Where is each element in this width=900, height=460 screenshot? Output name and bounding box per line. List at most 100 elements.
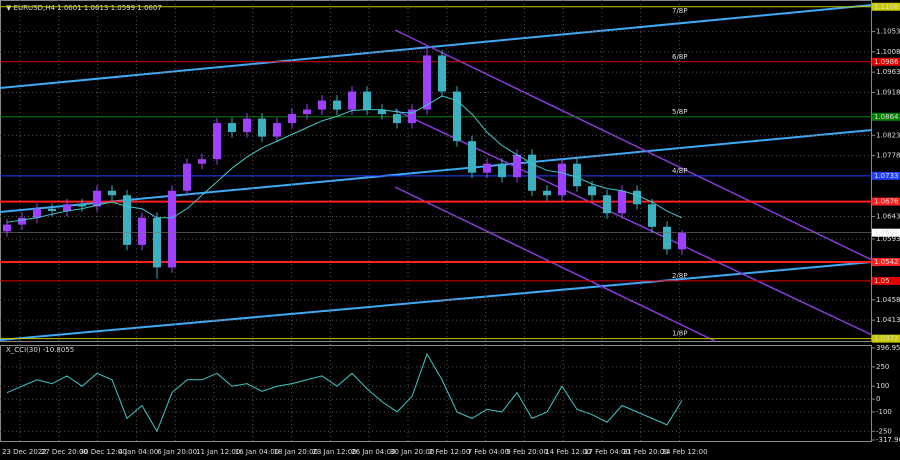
main-frame bbox=[0, 0, 872, 342]
candle-body bbox=[273, 123, 281, 137]
candle-body bbox=[648, 204, 656, 227]
candle-body bbox=[438, 55, 446, 92]
x-tick-label: 11 Jan 12:00 bbox=[196, 448, 240, 456]
price-box-label: 1.0372 bbox=[874, 335, 899, 343]
candle-body bbox=[678, 232, 686, 250]
x-tick-label: 17 Feb 04:00 bbox=[584, 448, 630, 456]
candle-body bbox=[603, 195, 611, 214]
candle-body bbox=[213, 123, 221, 160]
price-box-label: 1.0542 bbox=[874, 258, 899, 266]
candle-body bbox=[318, 100, 326, 110]
x-tick-label: 9 Feb 20:00 bbox=[506, 448, 547, 456]
level-name: 4/8P bbox=[672, 167, 688, 175]
price-box-label: 1.0676 bbox=[874, 198, 899, 206]
candle-body bbox=[423, 55, 431, 110]
candle-body bbox=[348, 91, 356, 110]
candle-body bbox=[663, 226, 671, 250]
channel-line bbox=[0, 4, 873, 89]
candle-body bbox=[288, 114, 296, 124]
candle-body bbox=[453, 91, 461, 142]
price-box-label: 1.0864 bbox=[874, 113, 899, 121]
x-tick-label: 30 Jan 20:00 bbox=[390, 448, 434, 456]
x-tick-label: 4 Jan 04:00 bbox=[118, 448, 158, 456]
candle-body bbox=[138, 217, 146, 245]
candle-body bbox=[108, 190, 116, 196]
y-tick-label: 1.0823 bbox=[876, 131, 900, 139]
indicator-frame bbox=[0, 345, 872, 442]
channel-line bbox=[0, 129, 873, 213]
current-price-box bbox=[872, 228, 900, 237]
candle-body bbox=[543, 190, 551, 196]
price-box bbox=[872, 197, 900, 206]
candle-body bbox=[513, 154, 521, 178]
x-tick-label: 27 Dec 20:00 bbox=[41, 448, 88, 456]
candle-body bbox=[33, 208, 41, 218]
candle-body bbox=[528, 154, 536, 191]
candle-body bbox=[483, 163, 491, 173]
indicator-label: X_CCI(30) -10.8055 bbox=[6, 346, 74, 354]
price-box-label: 1.0733 bbox=[874, 172, 899, 180]
candle-body bbox=[168, 190, 176, 268]
candle-body bbox=[93, 190, 101, 207]
price-box bbox=[872, 57, 900, 66]
indicator-tick-label: 0 bbox=[876, 395, 880, 403]
candle-body bbox=[258, 118, 266, 137]
candle-body bbox=[78, 204, 86, 207]
candle-body bbox=[363, 91, 371, 110]
candle-body bbox=[18, 217, 26, 225]
candle-body bbox=[3, 224, 11, 232]
candle-body bbox=[228, 123, 236, 133]
level-name: 6/8P bbox=[672, 53, 688, 61]
x-tick-label: 14 Feb 12:00 bbox=[545, 448, 591, 456]
y-tick-label: 1.0643 bbox=[876, 212, 900, 220]
x-tick-label: 23 Dec 2022 bbox=[2, 448, 47, 456]
candle-body bbox=[498, 163, 506, 178]
y-tick-label: 1.0458 bbox=[876, 296, 900, 304]
candle-body bbox=[393, 114, 401, 124]
candle-body bbox=[573, 163, 581, 187]
indicator-tick-label: -317.906 bbox=[876, 436, 900, 444]
candle-body bbox=[378, 109, 386, 115]
current-price-label: 1.0607 bbox=[874, 229, 899, 237]
x-tick-label: 23 Jan 12:00 bbox=[312, 448, 356, 456]
candle-body bbox=[303, 109, 311, 115]
indicator-tick-label: -250 bbox=[876, 427, 892, 435]
y-tick-label: 1.1053 bbox=[876, 28, 900, 36]
candle-body bbox=[243, 118, 251, 133]
candle-body bbox=[48, 208, 56, 212]
price-box bbox=[872, 276, 900, 285]
level-name: 7/8P bbox=[672, 7, 688, 15]
x-tick-label: 2 Feb 12:00 bbox=[429, 448, 470, 456]
price-box bbox=[872, 171, 900, 180]
chart-title: ▼ EURUSD,H4 1.0601 1.0613 1.0599 1.0607 bbox=[6, 4, 162, 12]
candle-body bbox=[468, 141, 476, 173]
candle-body bbox=[618, 190, 626, 214]
x-tick-label: 30 Dec 12:00 bbox=[80, 448, 127, 456]
regression-line bbox=[394, 29, 873, 261]
channel-line bbox=[0, 261, 873, 341]
y-tick-label: 1.1008 bbox=[876, 48, 900, 56]
y-tick-label: 1.0593 bbox=[876, 235, 900, 243]
price-box-label: 1.0986 bbox=[874, 58, 899, 66]
candle-body bbox=[123, 195, 131, 245]
price-box bbox=[872, 2, 900, 11]
candle-body bbox=[183, 163, 191, 191]
candle-body bbox=[63, 204, 71, 212]
indicator-tick-label: -100 bbox=[876, 408, 892, 416]
candle-body bbox=[633, 190, 641, 205]
candle-body bbox=[153, 217, 161, 268]
price-box-label: 1.1108 bbox=[874, 3, 899, 11]
x-tick-label: 24 Feb 12:00 bbox=[662, 448, 708, 456]
y-tick-label: 1.0963 bbox=[876, 68, 900, 76]
indicator-tick-label: 250 bbox=[876, 363, 889, 371]
price-box bbox=[872, 112, 900, 121]
x-tick-label: 6 Jan 20:00 bbox=[157, 448, 197, 456]
candle-body bbox=[198, 159, 206, 164]
price-box-label: 1.05 bbox=[874, 277, 890, 285]
x-tick-label: 26 Jan 04:00 bbox=[351, 448, 395, 456]
candle-body bbox=[558, 163, 566, 196]
candle-body bbox=[333, 100, 341, 110]
